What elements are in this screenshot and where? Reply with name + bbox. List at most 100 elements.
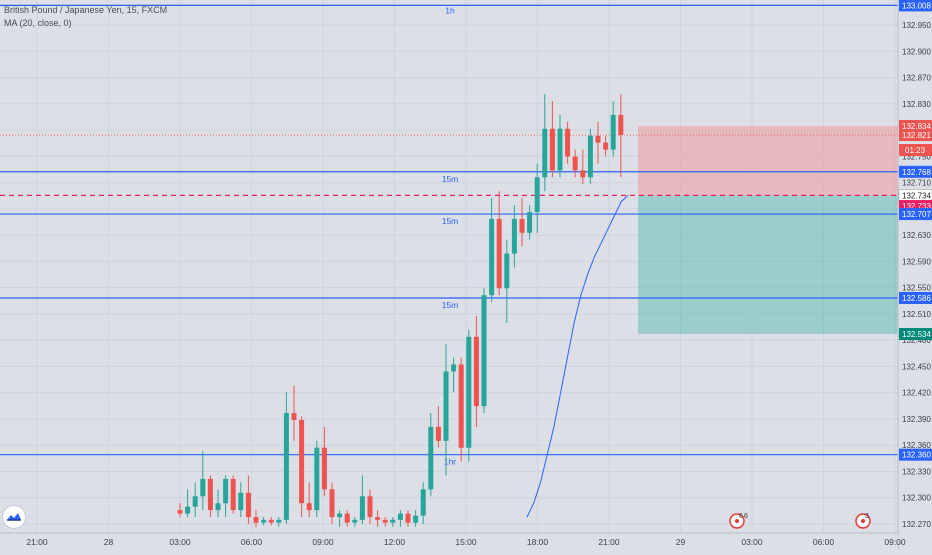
price-label-tag: [899, 120, 932, 133]
candle-body[interactable]: [489, 218, 495, 296]
price-label-text: 132.733: [902, 202, 931, 211]
candle-body[interactable]: [557, 128, 563, 171]
candle-body[interactable]: [458, 364, 464, 448]
candle-body[interactable]: [245, 492, 251, 518]
candle-body[interactable]: [375, 517, 381, 520]
price-label-tag: [899, 129, 932, 142]
price-label-text: 132.360: [902, 451, 931, 460]
stop-loss-zone[interactable]: [638, 126, 898, 196]
x-tick-label: 09:00: [312, 537, 334, 547]
candle-body[interactable]: [337, 513, 343, 518]
candle-body[interactable]: [321, 447, 327, 490]
candle-body[interactable]: [527, 212, 533, 233]
candle-body[interactable]: [192, 496, 198, 507]
candle-body[interactable]: [230, 478, 236, 511]
candle-body[interactable]: [420, 489, 426, 516]
level-label: 1hr: [444, 457, 456, 467]
candle-body[interactable]: [496, 218, 502, 289]
candle-body[interactable]: [565, 128, 571, 157]
candle-body[interactable]: [238, 492, 244, 511]
candle-body[interactable]: [215, 503, 221, 511]
candle-body[interactable]: [504, 253, 510, 289]
price-label-text: 132.821: [902, 131, 931, 140]
level-label: 15m: [442, 174, 459, 184]
candle-body[interactable]: [223, 478, 229, 504]
candle-body[interactable]: [283, 413, 289, 520]
y-tick-label: 132.710: [902, 179, 931, 188]
candle-body[interactable]: [200, 478, 206, 497]
candle-body[interactable]: [466, 336, 472, 448]
candle-body[interactable]: [413, 515, 419, 523]
candle-body[interactable]: [367, 496, 373, 518]
price-label-tag: [899, 291, 932, 304]
price-label-tag: [899, 165, 932, 178]
candle-body[interactable]: [481, 295, 487, 407]
candle-body[interactable]: [580, 170, 586, 178]
candle-body[interactable]: [542, 128, 548, 178]
price-label-text: 132.586: [902, 294, 931, 303]
candle-body[interactable]: [511, 218, 517, 254]
y-tick-label: 132.950: [902, 21, 931, 30]
candle-body[interactable]: [595, 135, 601, 143]
candle-body[interactable]: [276, 519, 282, 523]
candle-body[interactable]: [268, 519, 274, 523]
candle-body[interactable]: [405, 513, 411, 523]
price-label-text: 132.768: [902, 168, 931, 177]
level-label: 15m: [442, 216, 459, 226]
y-tick-label: 132.300: [902, 494, 931, 503]
candle-body[interactable]: [314, 447, 320, 511]
time-axis[interactable]: [0, 533, 898, 550]
candle-body[interactable]: [603, 142, 609, 150]
candle-body[interactable]: [253, 517, 259, 523]
level-label: 15m: [442, 300, 459, 310]
candle-body[interactable]: [390, 519, 396, 523]
chart-legend: British Pound / Japanese Yen, 15, FXCM M…: [4, 4, 167, 30]
x-tick-label: 28: [104, 537, 114, 547]
y-tick-label: 132.830: [902, 100, 931, 109]
candle-body[interactable]: [519, 218, 525, 233]
candle-body[interactable]: [299, 420, 305, 504]
candle-body[interactable]: [451, 364, 457, 372]
x-tick-label: 21:00: [598, 537, 620, 547]
y-tick-label: 132.870: [902, 74, 931, 83]
candle-body[interactable]: [344, 513, 350, 523]
candle-body[interactable]: [261, 519, 267, 523]
candle-body[interactable]: [397, 513, 403, 520]
candle-body[interactable]: [473, 336, 479, 407]
candle-body[interactable]: [306, 503, 312, 511]
candle-body[interactable]: [177, 510, 183, 514]
y-tick-label: 132.550: [902, 284, 931, 293]
take-profit-zone[interactable]: [638, 195, 898, 335]
y-tick-label: 132.480: [902, 336, 931, 345]
candle-body[interactable]: [291, 413, 297, 420]
candle-body[interactable]: [443, 371, 449, 441]
event-marker-count: 6: [744, 513, 748, 520]
moving-average-line[interactable]: [526, 195, 629, 518]
candle-body[interactable]: [435, 426, 441, 441]
countdown-text: 01:23: [905, 146, 926, 155]
countdown-tag: [899, 144, 932, 157]
logo-glyph-icon: [7, 513, 21, 521]
candle-body[interactable]: [359, 496, 365, 520]
price-label-text: 132.534: [902, 330, 931, 339]
x-tick-label: 09:00: [884, 537, 906, 547]
candle-body[interactable]: [382, 519, 388, 523]
candle-body[interactable]: [572, 156, 578, 171]
candle-body[interactable]: [185, 506, 191, 514]
candle-body[interactable]: [329, 489, 335, 518]
price-label-text: 132.707: [902, 210, 931, 219]
candle-body[interactable]: [534, 177, 540, 212]
ma-indicator-label[interactable]: MA (20, close, 0): [4, 18, 72, 28]
candle-body[interactable]: [352, 519, 358, 523]
candle-body[interactable]: [618, 114, 624, 136]
tradingview-logo-icon[interactable]: [2, 505, 26, 529]
candle-body[interactable]: [549, 128, 555, 171]
symbol-title: British Pound / Japanese Yen, 15, FXCM: [4, 5, 168, 15]
candle-body[interactable]: [207, 478, 213, 511]
candle-body[interactable]: [610, 114, 616, 150]
candle-body[interactable]: [587, 135, 593, 178]
candle-body[interactable]: [428, 426, 434, 490]
y-tick-label: 132.450: [902, 362, 931, 371]
